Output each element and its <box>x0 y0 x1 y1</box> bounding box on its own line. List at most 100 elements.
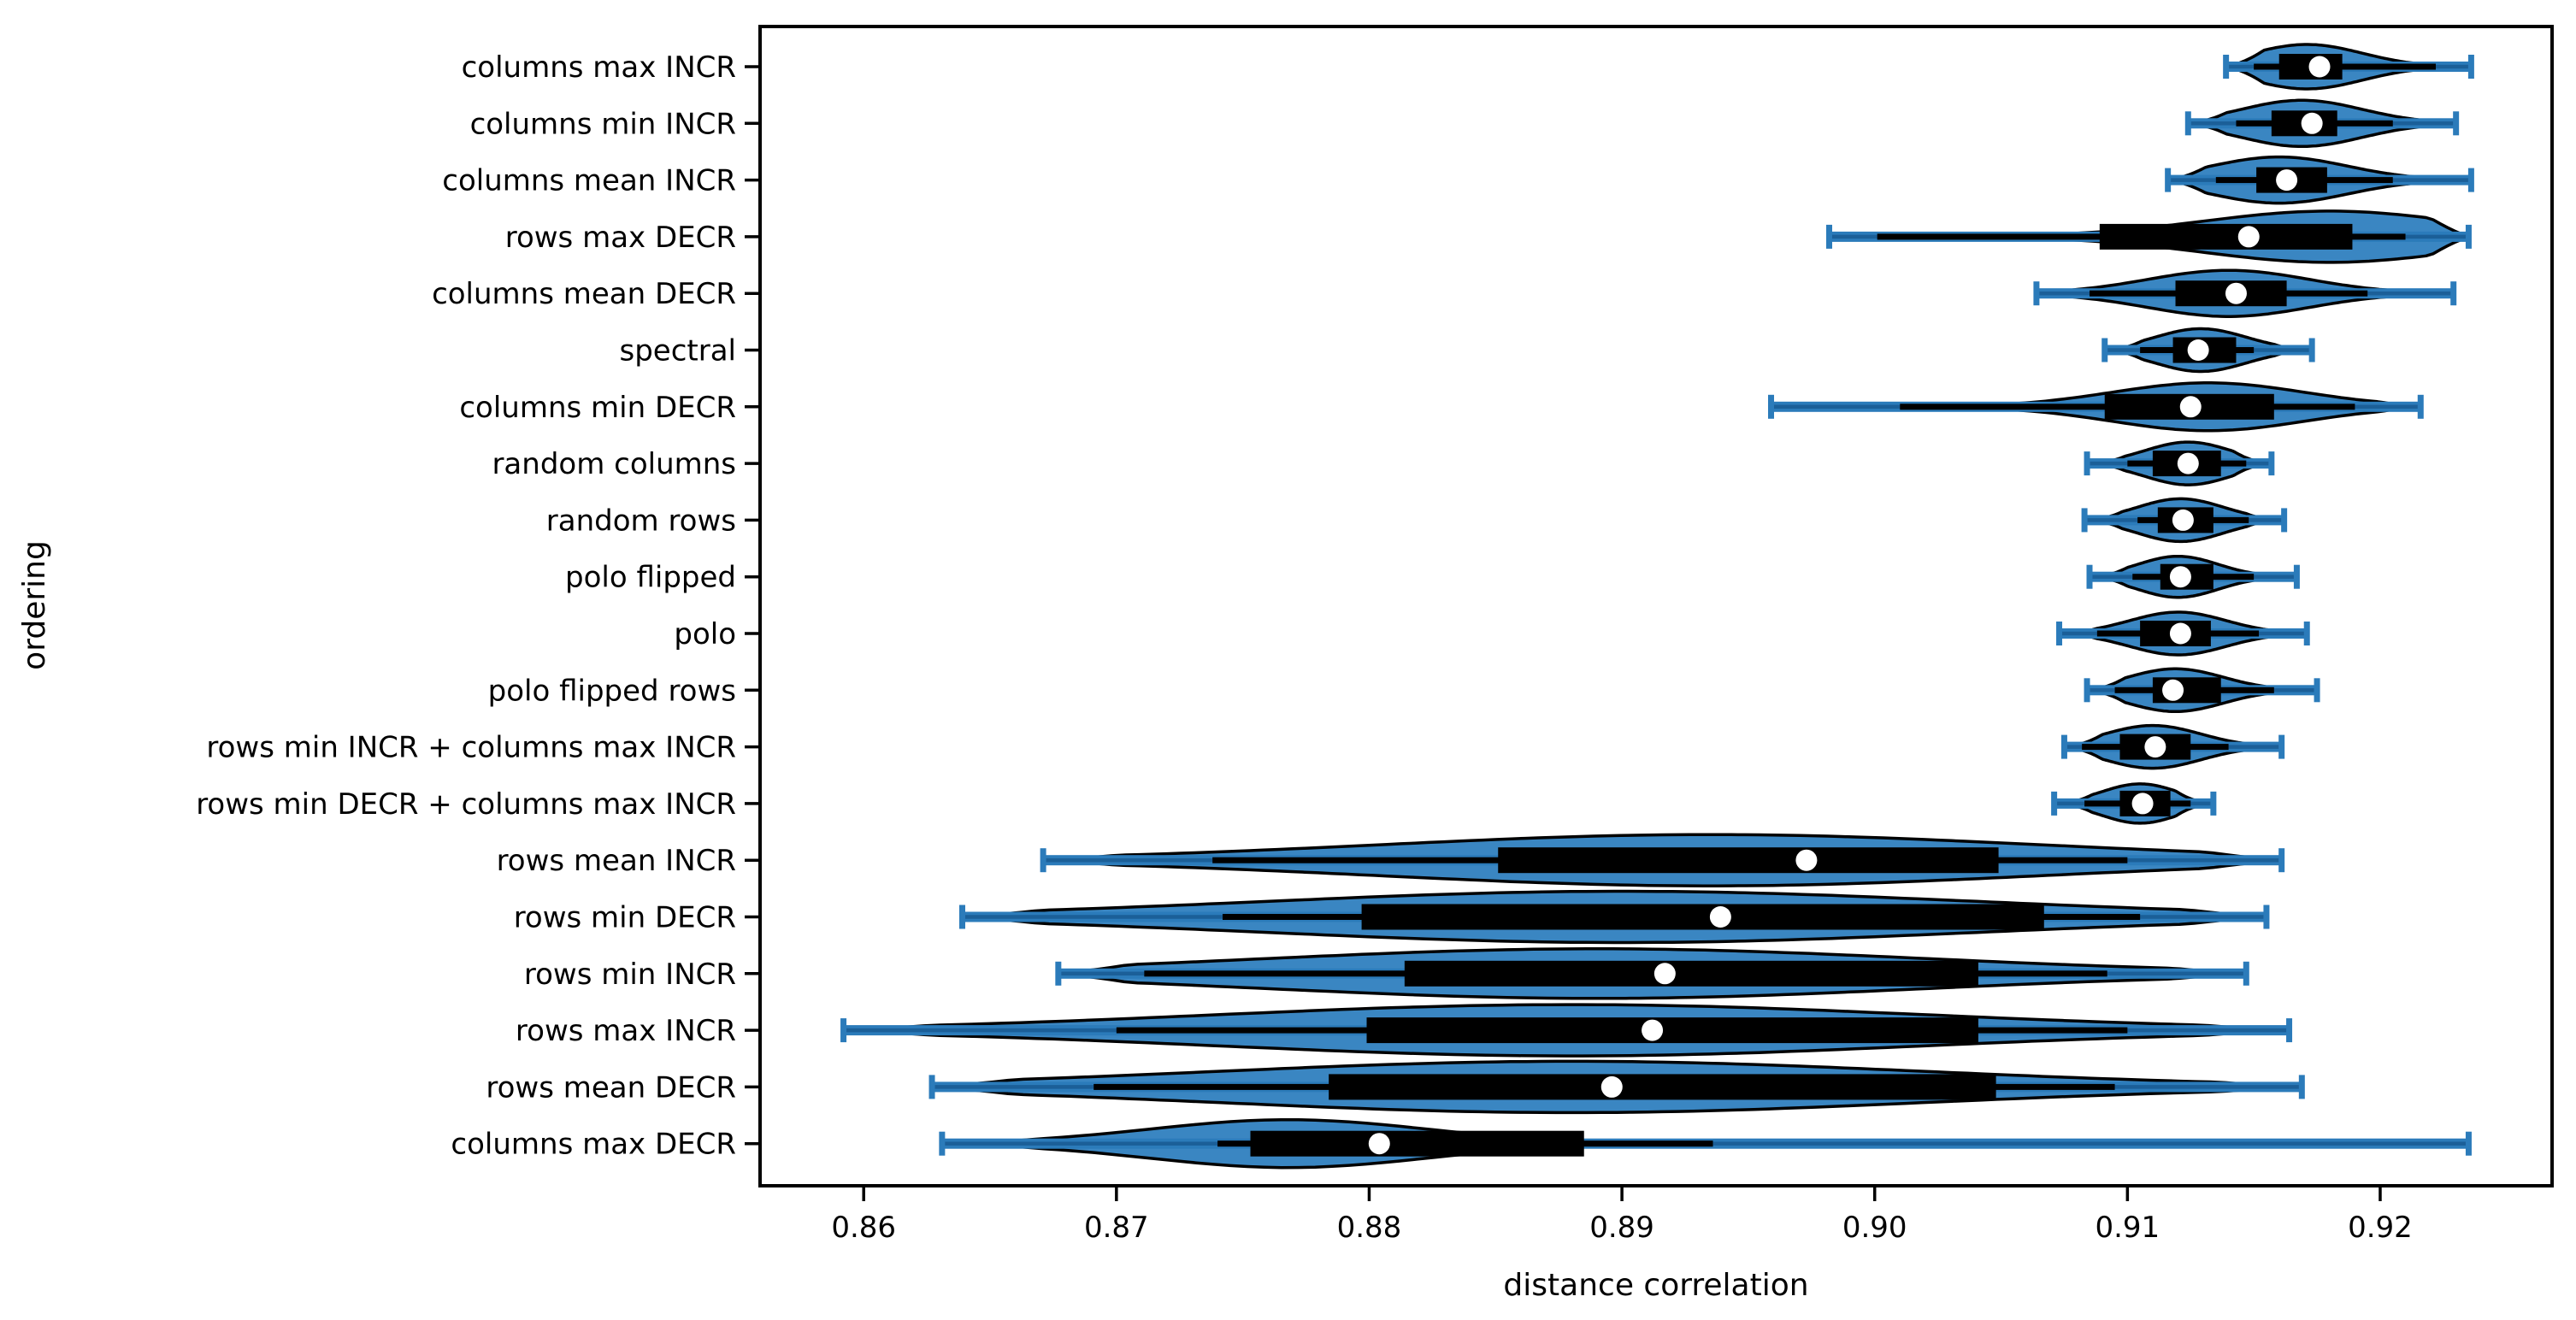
violin-row-columns-mean-decr <box>2033 268 2457 318</box>
violin-row-rows-min-decr <box>959 889 2270 945</box>
violin-row-polo-flipped-rows <box>2084 667 2320 714</box>
iqr-box <box>1498 847 1999 874</box>
whisker-cap-max <box>2450 281 2457 306</box>
whisker-cap-max <box>2308 338 2315 362</box>
x-axis-label: distance correlation <box>1503 1268 1808 1303</box>
median-dot <box>2172 509 2194 531</box>
y-tick-label: polo <box>674 617 736 651</box>
violin-row-rows-min-decr-columns-max-incr <box>2051 782 2217 825</box>
whisker-cap-max <box>2243 961 2249 986</box>
whisker-cap-max <box>2281 508 2288 533</box>
violin-row-random-rows <box>2081 497 2288 544</box>
plot-frame <box>758 25 2554 1187</box>
violin-row-rows-mean-incr <box>1040 833 2285 887</box>
y-tick-label: columns min INCR <box>470 107 736 141</box>
whisker-cap-max <box>2303 622 2310 645</box>
whisker-cap-min <box>2084 451 2090 476</box>
median-dot <box>2276 169 2298 192</box>
y-tick-label: random columns <box>492 447 736 481</box>
whisker-cap-min <box>2084 678 2090 703</box>
median-dot <box>2179 396 2202 418</box>
x-tick-label: 0.89 <box>1589 1211 1654 1245</box>
y-tick-label: rows min INCR <box>524 958 736 992</box>
violin-row-polo <box>2056 610 2310 657</box>
median-dot <box>2225 282 2247 304</box>
whisker-cap-min <box>2184 111 2191 136</box>
x-tick-label: 0.91 <box>2095 1211 2160 1245</box>
y-tick-label: columns max INCR <box>462 50 736 85</box>
median-dot <box>1642 1019 1664 1041</box>
whisker-cap-min <box>2086 564 2093 589</box>
x-tick-label: 0.86 <box>831 1211 896 1245</box>
y-tick-label: random rows <box>546 504 736 538</box>
whisker-cap-max <box>2465 1131 2472 1156</box>
iqr-box <box>1404 960 1978 987</box>
whisker-cap-min <box>840 1018 847 1043</box>
whisker-cap-min <box>1826 224 1833 249</box>
violin-row-polo-flipped <box>2086 554 2300 599</box>
violin-row-random-columns <box>2084 440 2275 486</box>
y-tick-label: columns mean INCR <box>442 164 736 198</box>
y-tick-label: rows mean DECR <box>486 1070 736 1105</box>
median-dot <box>1795 849 1818 871</box>
y-tick-label: spectral <box>620 334 737 368</box>
median-dot <box>2169 566 2191 588</box>
y-tick-label: rows min DECR <box>514 901 736 935</box>
whisker-cap-max <box>2293 564 2300 589</box>
whisker-cap-max <box>2210 791 2217 816</box>
violins-layer <box>840 43 2474 1170</box>
whisker-cap-max <box>2417 394 2424 419</box>
whisker-cap-min <box>2223 55 2230 79</box>
whisker-cap-max <box>2465 224 2472 249</box>
violin-row-rows-max-incr <box>840 1003 2293 1058</box>
median-dot <box>1653 963 1676 985</box>
y-tick-label: columns mean DECR <box>432 277 736 311</box>
whisker-cap-min <box>1768 394 1775 419</box>
y-tick-label: rows max INCR <box>516 1014 736 1048</box>
median-dot <box>2177 452 2199 474</box>
median-dot <box>2162 679 2184 701</box>
iqr-box <box>1366 1017 1978 1044</box>
whisker-cap-max <box>2453 111 2460 136</box>
whisker-cap-max <box>2298 1075 2305 1099</box>
whisker-cap-max <box>2467 55 2474 79</box>
median-dot <box>2237 226 2260 248</box>
violin-row-rows-max-decr <box>1826 209 2472 264</box>
violin-row-spectral <box>2101 327 2315 374</box>
x-tick-label: 0.87 <box>1084 1211 1149 1245</box>
whisker-cap-min <box>2060 734 2067 759</box>
y-tick-label: polo flipped <box>565 561 736 595</box>
violin-row-columns-max-incr <box>2223 43 2474 91</box>
whisker-cap-min <box>928 1075 935 1099</box>
median-dot <box>2131 793 2154 815</box>
whisker-cap-min <box>1055 961 1062 986</box>
whisker-cap-min <box>2165 168 2172 192</box>
violin-row-columns-mean-incr <box>2165 155 2474 205</box>
whisker-cap-min <box>2033 281 2040 306</box>
median-dot <box>2187 339 2209 361</box>
y-tick-label: rows max DECR <box>505 221 736 255</box>
violin-row-rows-mean-decr <box>928 1059 2305 1115</box>
median-dot <box>2144 736 2166 758</box>
y-tick-label: rows mean INCR <box>497 844 736 878</box>
violin-row-rows-min-incr <box>1055 947 2249 1000</box>
iqr-box <box>1329 1074 1996 1100</box>
y-tick-label: polo flipped rows <box>488 674 736 708</box>
y-axis-label: ordering <box>17 540 52 670</box>
inner-whisker <box>2254 63 2437 70</box>
median-dot <box>2308 56 2331 78</box>
iqr-box <box>1361 904 2044 930</box>
median-dot <box>1709 906 1731 928</box>
whisker-cap-max <box>2268 451 2275 476</box>
whisker-cap-max <box>2263 905 2270 929</box>
median-dot <box>1368 1133 1390 1155</box>
x-tick-label: 0.90 <box>1842 1211 1907 1245</box>
whisker-cap-min <box>2051 791 2058 816</box>
x-tick-label: 0.92 <box>2348 1211 2413 1245</box>
whisker-cap-min <box>939 1131 946 1156</box>
whisker-cap-min <box>959 905 966 929</box>
whisker-cap-min <box>1040 848 1046 873</box>
y-tick-label: rows min DECR + columns max INCR <box>196 787 736 822</box>
whisker-cap-min <box>2101 338 2108 362</box>
